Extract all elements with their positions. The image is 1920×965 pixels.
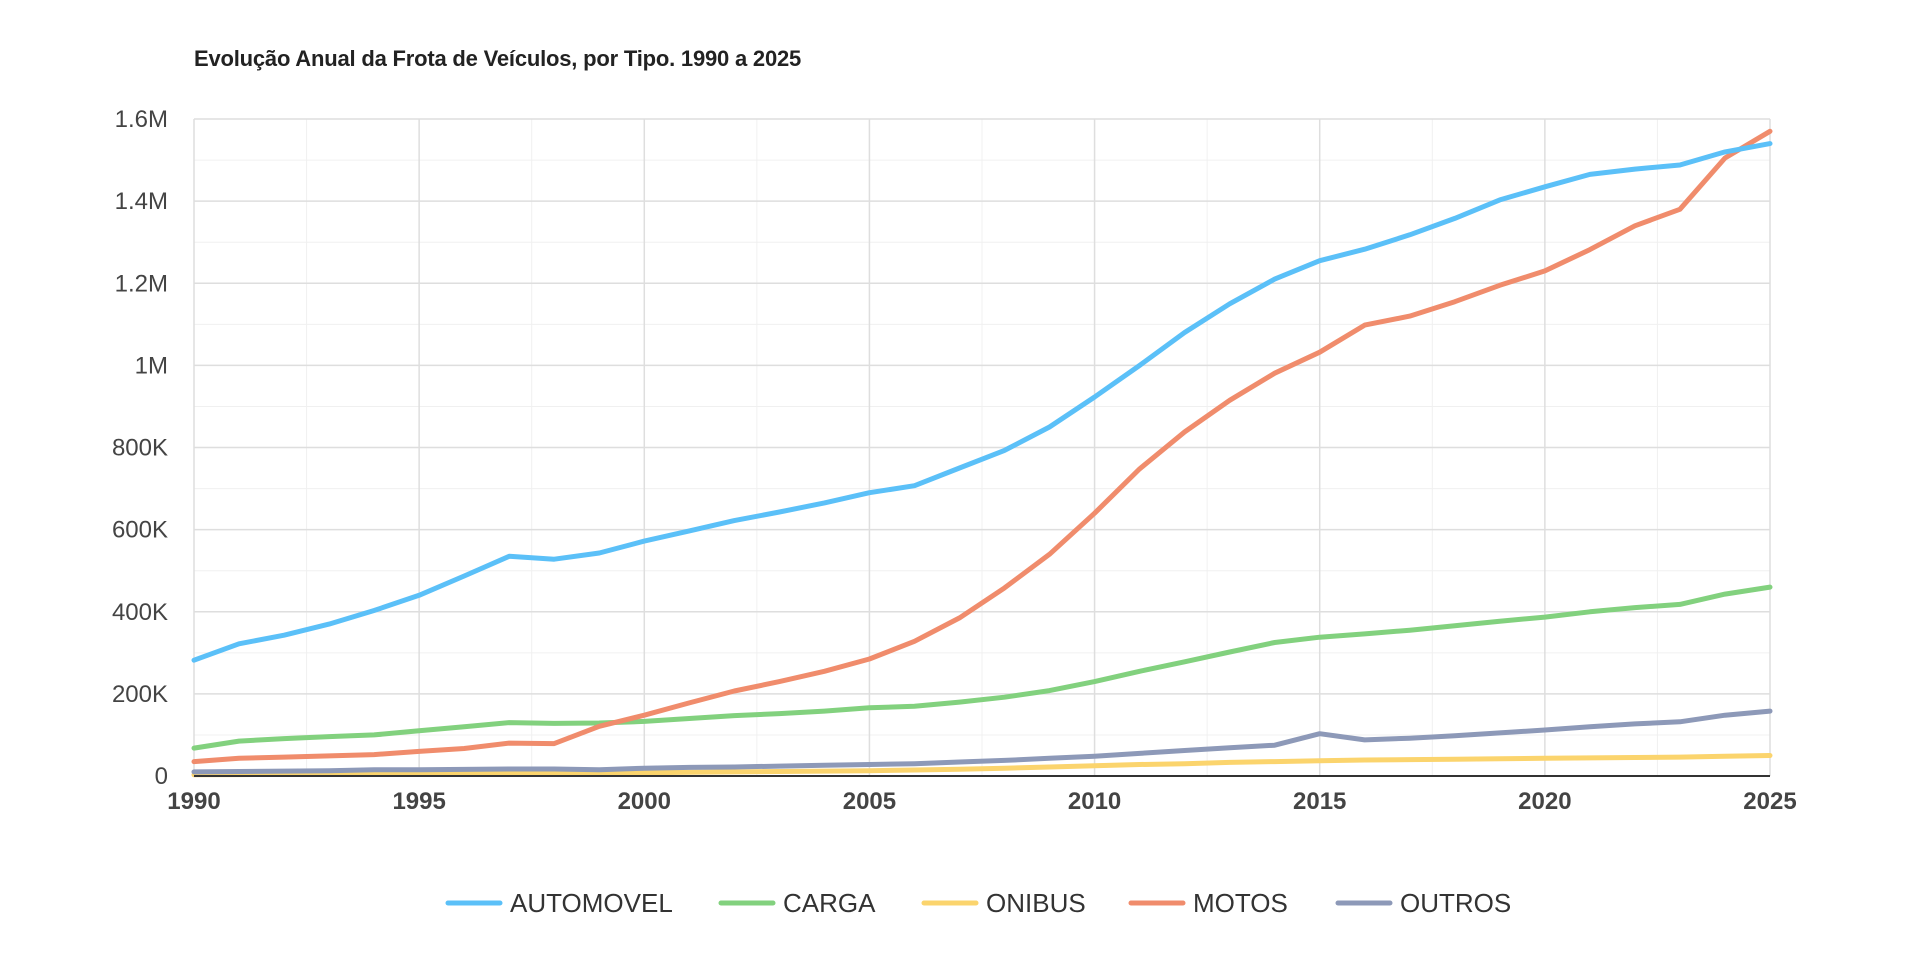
series-line-carga <box>191 584 1773 751</box>
x-tick-label: 1990 <box>167 788 220 815</box>
legend-item-carga[interactable]: CARGA <box>718 888 876 918</box>
x-tick-label: 2005 <box>843 788 896 815</box>
series-lines <box>191 128 1773 778</box>
x-tick-label: 1995 <box>392 788 445 815</box>
x-tick-label: 2020 <box>1518 788 1571 815</box>
legend: AUTOMOVEL CARGA ONIBUS MOTOS OUTROS <box>445 888 1511 918</box>
x-tick-label: 2025 <box>1743 788 1796 815</box>
series-line-onibus <box>191 753 1773 778</box>
legend-label: OUTROS <box>1400 888 1511 918</box>
x-tick-label: 2015 <box>1293 788 1346 815</box>
x-tick-label: 2010 <box>1068 788 1121 815</box>
y-tick-label: 400K <box>112 599 168 626</box>
y-tick-label: 1M <box>135 352 168 379</box>
series-line-motos <box>191 128 1773 765</box>
legend-item-outros[interactable]: OUTROS <box>1335 888 1511 918</box>
legend-label: ONIBUS <box>986 888 1086 918</box>
chart-title: Evolução Anual da Frota de Veículos, por… <box>194 46 802 71</box>
y-tick-label: 800K <box>112 435 168 462</box>
legend-label: MOTOS <box>1193 888 1288 918</box>
series-line-automovel <box>191 141 1773 663</box>
legend-label: CARGA <box>783 888 876 918</box>
y-tick-label: 1.6M <box>115 106 168 133</box>
legend-item-onibus[interactable]: ONIBUS <box>921 888 1086 918</box>
y-axis-ticks: 0 200K 400K 600K 800K 1M 1.2M 1.4M 1.6M <box>112 106 168 790</box>
x-axis-ticks: 1990 1995 2000 2005 2010 2015 2020 2025 <box>167 788 1796 815</box>
legend-item-automovel[interactable]: AUTOMOVEL <box>445 888 673 918</box>
series-line-outros <box>191 708 1773 775</box>
y-tick-label: 1.4M <box>115 188 168 215</box>
y-tick-label: 0 <box>155 763 168 790</box>
y-tick-label: 200K <box>112 681 168 708</box>
x-tick-label: 2000 <box>618 788 671 815</box>
y-tick-label: 600K <box>112 517 168 544</box>
y-tick-label: 1.2M <box>115 270 168 297</box>
legend-label: AUTOMOVEL <box>510 888 673 918</box>
legend-item-motos[interactable]: MOTOS <box>1128 888 1288 918</box>
